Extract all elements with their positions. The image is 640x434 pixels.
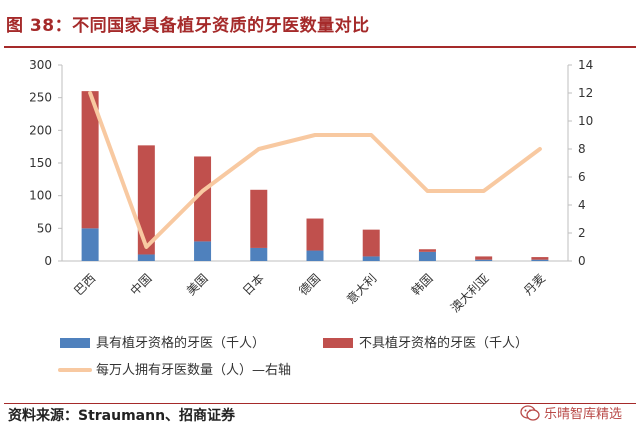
bar-non-qualified: [194, 156, 212, 242]
bar-implant-qualified: [250, 247, 268, 261]
left-axis-tick-label: 0: [44, 254, 52, 268]
bar-non-qualified: [475, 256, 493, 260]
chart-header: 图 38：不同国家具备植牙资质的牙医数量对比: [0, 0, 640, 48]
category-label: 美国: [184, 271, 211, 298]
legend-swatch: [323, 338, 353, 348]
right-axis-tick-label: 4: [578, 198, 586, 212]
right-axis-tick-label: 0: [578, 254, 586, 268]
category-label: 德国: [296, 271, 324, 299]
right-axis-tick-label: 8: [578, 142, 586, 156]
left-axis-tick-label: 250: [29, 91, 52, 105]
right-axis-tick-label: 6: [578, 170, 586, 184]
legend-label: 每万人拥有牙医数量（人）—右轴: [96, 362, 291, 378]
category-label: 意大利: [343, 271, 379, 307]
bar-implant-qualified: [137, 254, 155, 261]
watermark-text: 乐晴智库精选: [543, 407, 622, 422]
bar-implant-qualified: [531, 259, 549, 261]
right-axis-tick-label: 10: [578, 114, 593, 128]
bar-non-qualified: [250, 189, 268, 248]
bar-implant-qualified: [475, 259, 493, 261]
dental-chart: 0 50 100 150 200 250 300 0 2 4 6 8 10 12 14 巴西 中国 美国 日本 德国意…: [29, 58, 593, 378]
bar-implant-qualified: [194, 241, 212, 261]
bar-non-qualified: [137, 145, 155, 255]
wechat-icon: [520, 404, 540, 421]
title-rule: [4, 46, 636, 48]
bar-implant-qualified: [362, 256, 380, 261]
watermark: 乐晴智库精选: [520, 403, 622, 422]
category-label: 中国: [127, 271, 155, 299]
left-axis-tick-label: 150: [29, 156, 52, 170]
left-axis-tick-label: 100: [29, 189, 52, 203]
legend-label: 不具植牙资格的牙医（千人）: [359, 335, 528, 351]
bar-non-qualified: [81, 91, 99, 229]
legend-swatch: [60, 338, 90, 348]
chart-title: 图 38：不同国家具备植牙资质的牙医数量对比: [6, 16, 370, 36]
category-label: 日本: [240, 271, 267, 298]
category-label: 澳大利亚: [448, 271, 492, 315]
bar-non-qualified: [418, 249, 436, 252]
bar-non-qualified: [531, 257, 549, 260]
source-note: 资料来源：Straumann、招商证券: [8, 408, 236, 424]
right-axis-tick-label: 12: [578, 86, 593, 100]
left-axis-tick-label: 300: [29, 58, 52, 72]
category-label: 丹麦: [521, 271, 548, 298]
right-axis-tick-label: 2: [578, 226, 586, 240]
left-axis-tick-label: 50: [37, 221, 52, 235]
right-axis-tick-label: 14: [578, 58, 593, 72]
legend-label: 具有植牙资格的牙医（千人）: [96, 335, 265, 351]
bar-non-qualified: [362, 229, 380, 257]
category-label: 巴西: [71, 271, 98, 298]
bar-non-qualified: [306, 218, 324, 251]
footer-rule: [4, 403, 636, 404]
bar-implant-qualified: [418, 251, 436, 261]
bar-implant-qualified: [306, 250, 324, 261]
left-axis-tick-label: 200: [29, 123, 52, 137]
line-dentists-per-10k: [88, 91, 542, 249]
category-label: 韩国: [408, 271, 436, 299]
bar-implant-qualified: [81, 228, 99, 261]
